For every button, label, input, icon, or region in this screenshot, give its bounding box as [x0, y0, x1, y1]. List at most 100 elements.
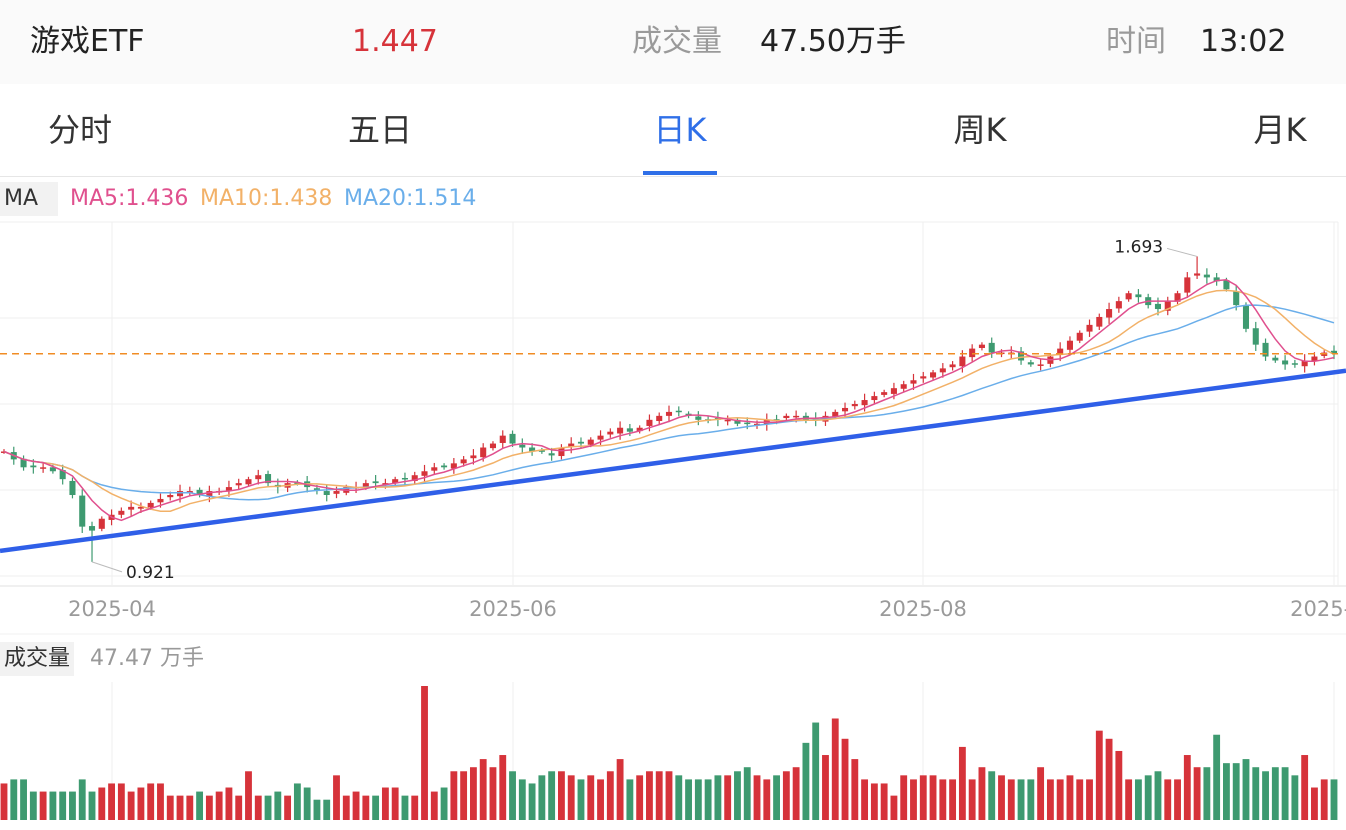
tab-five-day[interactable]: 五日 [347, 111, 413, 149]
candle-body [587, 439, 594, 445]
volume-bar [1242, 759, 1250, 820]
volume-bar [900, 775, 908, 820]
candle-body [959, 356, 966, 367]
volume-bar [988, 771, 996, 820]
x-tick-label: 2025-06 [469, 597, 557, 621]
volume-bar [1281, 767, 1289, 820]
volume-bar [822, 755, 829, 820]
volume-bar [352, 791, 360, 820]
candle-body [734, 419, 741, 424]
volume-bar [1183, 755, 1191, 820]
candle-body [665, 411, 673, 416]
candle-body [480, 447, 487, 458]
candle-body [1311, 356, 1318, 362]
candle-body [568, 443, 575, 447]
volume-bar [1291, 775, 1299, 820]
candle-body [167, 495, 174, 498]
candle-body [1057, 348, 1064, 355]
volume-bar [1115, 750, 1123, 820]
candle-body [59, 470, 66, 480]
volume-indicator-button[interactable]: 成交量 [0, 642, 75, 676]
volume-bar [469, 767, 477, 820]
candle-body [636, 427, 643, 432]
volume-bar [616, 759, 624, 820]
volume-bar [10, 779, 18, 820]
volume-bar [303, 787, 311, 820]
volume-bar [430, 791, 438, 820]
candle-body [1242, 305, 1250, 329]
volume-bar [1223, 763, 1230, 820]
candle-body [382, 483, 389, 485]
candle-body [20, 458, 27, 468]
volume-bar [528, 783, 536, 820]
high-annotation: 1.693 [1114, 237, 1163, 257]
candle-body [949, 364, 956, 368]
volume-bar [254, 795, 262, 820]
candle-body [245, 479, 252, 485]
candle-body [128, 506, 135, 510]
volume-bar [929, 775, 937, 820]
security-name: 游戏ETF [30, 24, 145, 59]
volume-bar [381, 787, 389, 820]
volume-bar [274, 791, 282, 820]
ma5-line [3, 279, 1335, 522]
volume-bar [39, 791, 47, 820]
candle-body [137, 506, 144, 509]
candle-body [1037, 364, 1044, 366]
last-price: 1.447 [352, 24, 438, 59]
volume-value: 47.50万手 [760, 24, 906, 59]
volume-bar [1017, 779, 1025, 820]
volume-bar [1311, 787, 1318, 820]
volume-bar [646, 771, 653, 820]
candle-body [98, 518, 105, 529]
volume-bar [1125, 779, 1133, 820]
candle-body [421, 471, 428, 476]
volume-bar [391, 787, 399, 820]
volume-bar [890, 795, 898, 820]
volume-bar [137, 787, 145, 820]
volume-bar [20, 779, 27, 820]
candle-body [196, 489, 203, 495]
volume-label: 成交量 [632, 24, 722, 59]
tab-monthly-k[interactable]: 月K [1253, 111, 1307, 149]
period-tabs: 分时 五日 日K 周K 月K [0, 94, 1346, 177]
candle-body [1125, 293, 1132, 300]
volume-bar [831, 718, 839, 820]
candle-body [1282, 360, 1289, 365]
volume-bar [186, 795, 194, 820]
volume-bar [1164, 779, 1172, 820]
candle-body [225, 487, 232, 491]
volume-bar [88, 791, 96, 820]
volume-bar [734, 771, 741, 820]
volume-bar [782, 771, 790, 820]
x-tick-label: 2025-10 [1290, 597, 1346, 621]
volume-bar [685, 779, 692, 820]
ma-indicator-button[interactable]: MA [0, 182, 58, 216]
candle-body [538, 450, 545, 452]
candle-body [323, 491, 330, 495]
volume-bar [1262, 771, 1269, 820]
time-value: 13:02 [1200, 24, 1287, 59]
tab-intraday[interactable]: 分时 [47, 111, 113, 149]
volume-bar [714, 775, 722, 820]
volume-bar [538, 775, 546, 820]
low-annotation-leader [91, 561, 123, 573]
candle-body [49, 467, 56, 472]
tab-daily-k[interactable]: 日K [653, 111, 707, 149]
candle-body [499, 435, 506, 443]
candle-body [930, 372, 937, 378]
volume-bar [861, 779, 869, 820]
candle-body [910, 380, 917, 384]
tab-weekly-k[interactable]: 周K [953, 111, 1007, 149]
candle-body [1164, 301, 1171, 311]
candle-body [372, 481, 379, 484]
volume-bar [939, 779, 947, 820]
candle-body [450, 463, 457, 469]
candle-body [978, 344, 985, 349]
volume-bar [558, 771, 565, 820]
volume-bar [450, 771, 458, 820]
candle-body [871, 396, 878, 401]
candle-body [969, 348, 976, 358]
volume-bar [753, 775, 761, 820]
